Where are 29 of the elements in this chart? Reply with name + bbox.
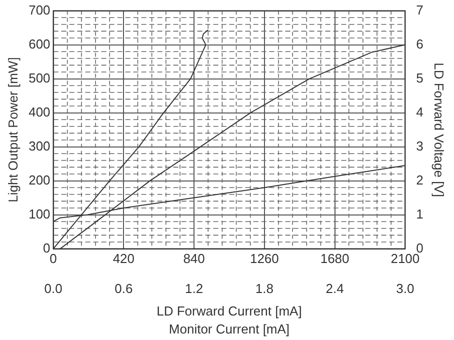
- x2-tick-label: 1.8: [255, 280, 274, 296]
- y2-tick-label: 4: [416, 104, 424, 120]
- x2-tick-label: 1.2: [185, 280, 204, 296]
- y2-tick-label: 3: [416, 138, 424, 154]
- x2-axis-title: Monitor Current [mA]: [168, 322, 290, 337]
- y-axis-title: Light Output Power [mW]: [5, 57, 20, 202]
- x-tick-label: 1260: [250, 251, 279, 266]
- y-tick-label: 200: [28, 172, 50, 188]
- y-tick-label: 500: [28, 70, 50, 86]
- y2-tick-label: 7: [416, 2, 424, 18]
- y-tick-label: 400: [28, 104, 50, 120]
- x2-tick-label: 3.0: [396, 280, 414, 296]
- y2-tick-label: 6: [416, 36, 424, 52]
- x-tick-label: 420: [112, 251, 135, 266]
- x2-tick-label: 0.6: [114, 280, 133, 296]
- y-tick-label: 0: [43, 240, 50, 256]
- x2-tick-label: 0.0: [44, 280, 62, 296]
- x2-tick-label: 2.4: [326, 280, 344, 296]
- y-tick-label: 700: [28, 2, 50, 18]
- y2-tick-label: 5: [416, 70, 424, 86]
- x-tick-label: 1680: [320, 251, 350, 266]
- x-tick-label: 840: [183, 251, 205, 266]
- y-tick-label: 600: [28, 36, 50, 52]
- x-axis-title: LD Forward Current [mA]: [156, 304, 302, 319]
- y2-tick-label: 2: [416, 172, 424, 188]
- y2-axis-title: LD Forward Voltage [V]: [432, 62, 447, 198]
- y-tick-label: 100: [28, 206, 50, 222]
- y-tick-label: 300: [28, 138, 50, 154]
- y2-tick-label: 1: [416, 206, 424, 222]
